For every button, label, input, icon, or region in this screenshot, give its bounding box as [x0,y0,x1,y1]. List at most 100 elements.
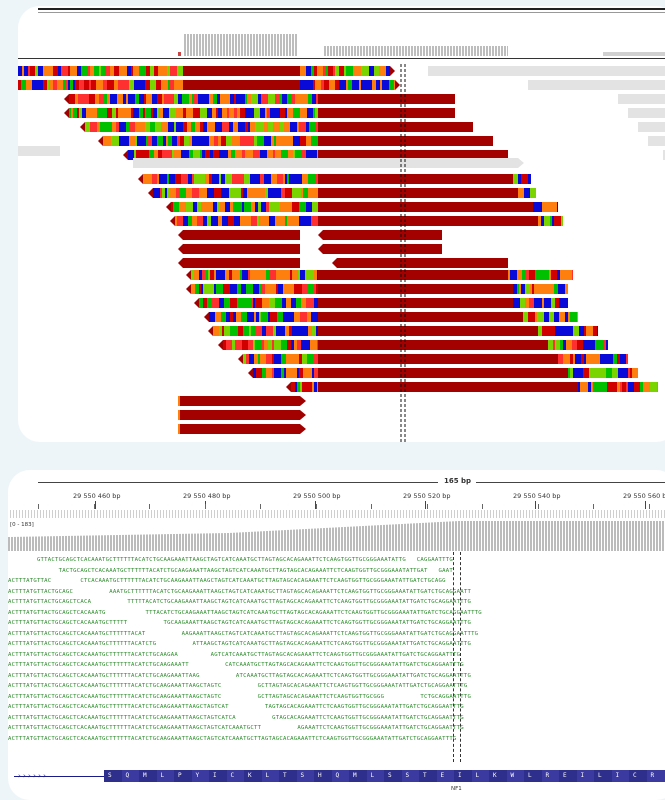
read-segment [314,270,317,280]
coverage-stripe [449,46,450,56]
read-body [318,312,523,322]
center-line-left [453,552,454,762]
read-segment [559,298,563,308]
read-segment [259,136,264,146]
read-row[interactable]: ACTTTATGTTACTGCAGCTCACAAATGCTTTTTTACAT A… [8,630,479,637]
read-body [318,382,578,392]
amino-acid-label: S [405,772,410,779]
coverage-bar [116,535,118,551]
coverage-stripe [297,34,298,56]
coverage-histogram [8,521,664,551]
read-row[interactable]: ACTTTATGTTACTGCAGCTCACAAATGCTTTTTTACATCT… [8,651,461,658]
read-segment [312,270,314,280]
read-row[interactable]: TACTGCAGCTCACAAATGCTTTTTTACATCTGCAAGAAAT… [8,567,453,574]
coverage-bar [104,535,106,551]
ruler-tick [95,501,96,509]
read-row[interactable]: ACTTTATGTTACTGCAGCTCACAAATGCTTTTTTACATCT… [8,704,464,710]
read-segment [216,284,223,294]
read-row[interactable]: ACTTTATGTTACTGCAGCTCACAAATGCTTTTT TGCAAG… [8,620,472,626]
read-segment [79,108,82,118]
read-segment [186,202,193,212]
coverage-bar [65,535,67,551]
coverage-bar [470,521,472,551]
read-segment [179,202,186,212]
read-segment [175,174,181,184]
coverage-bar [443,521,445,551]
read-row[interactable]: ACTTTATGTTAC CTCACAAATGCTTTTTTACATCTGCAA… [8,578,446,584]
read-row[interactable]: ACTTTATGTTACTGCAGCTCACAAATGCTTTTTTACATCT… [8,683,468,689]
coverage-stripe [234,34,235,56]
amino-acid-label: C [230,772,235,779]
read-row[interactable]: ACTTTATGTTACTGCAGCTCACAAATGCTTTTTTACATCT… [8,641,472,647]
read-segment [242,270,248,280]
read-segment [254,108,260,118]
read-segment [548,340,553,350]
read-segment [170,80,174,90]
read-segment [183,150,189,160]
alignment-overview-canvas[interactable] [18,6,665,442]
read-row[interactable]: ACTTTATGTTACTGCAGCTCACAAATGCTTTTTTACATCT… [8,714,464,721]
read-segment [144,94,146,104]
read-row[interactable]: ACTTTATGTTACTGCAGCTCACAAATGCTTTTTTACATCT… [8,693,472,700]
read-segment [618,368,624,378]
read-row[interactable]: ACTTTATGTTACTGCAGCTCACAAATGCTTTTTTACATCT… [8,672,472,679]
gene-track[interactable]: › › › › › › S Q M L P Y I C K L T S H Q M L S S T E I L K W L R E I… [8,770,665,784]
read-segment [287,202,292,212]
ruler-minor-tick [204,504,206,509]
read-segment [607,382,610,392]
read-segment [137,136,143,146]
read-segment [21,80,23,90]
read-segment [134,80,138,90]
coverage-bar [659,521,661,551]
coverage-bar [605,521,607,551]
read-row[interactable]: ACTTTATGTTACTGCAGCTCACAAATGCTTTTTTACATCT… [8,725,464,731]
coverage-block-3 [603,52,665,56]
coverage-bar [281,530,283,551]
read-segment [162,94,164,104]
read-segment [522,270,526,280]
read-segment [217,122,220,132]
read-segment [275,150,281,160]
coverage-bar [437,522,439,551]
read-segment [365,80,372,90]
read-row[interactable]: ACTTTATGTTACTGCAGCTCACAAATG TTTACATCTGCA… [8,609,482,616]
coverage-bar [425,522,427,551]
read-segment [606,368,612,378]
read-segment [537,202,539,212]
read-segment [592,354,597,364]
read-segment [297,368,299,378]
read-segment [234,216,240,226]
read-segment [300,270,305,280]
coverage-bar [179,533,181,551]
read-body [318,368,568,378]
read-row[interactable]: ACTTTATGTTACTGCAGCTCACAAATGCTTTTTTACATCT… [8,662,464,668]
read-row[interactable]: ACTTTATGTTACTGCAGCTCACA TTTTTACATCTGCAAG… [8,599,472,605]
read-segment [70,66,77,76]
read-row[interactable]: ACTTTATGTTACTGCAGC AAATGCTTTTTTACATCTGCA… [8,588,472,595]
read-segment [28,66,30,76]
gray-read [638,122,665,132]
amino-acid-label: K [493,772,497,779]
read-segment [95,94,97,104]
coverage-bar [473,521,475,551]
read-body [183,80,300,90]
read-segment [583,340,588,350]
read-segment [107,66,110,76]
coverage-bar [233,532,235,551]
coverage-track[interactable]: [0 - 183] [8,520,665,552]
read-arrow [332,258,337,268]
coverage-stripe [380,46,381,56]
read-segment [248,122,250,132]
read-row[interactable]: GTTACTGCAGCTCACAAATGCTTTTTTACATCTGCAAGAA… [8,557,453,563]
read-segment [96,80,103,90]
read-segment [240,136,243,146]
read-segment [300,108,307,118]
ruler-tick-label: 29 550 540 bp [513,492,561,500]
ruler[interactable]: 165 bp 29 550 460 bp 29 550 480 bp 29 550 … [8,470,665,510]
read-segment [237,298,242,308]
read-segment [285,216,287,226]
coverage-bar [539,521,541,551]
read-alignment-area[interactable]: GTTACTGCAGCTCACAAATGCTTTTTTACATCTGCAAGAA… [8,556,665,756]
read-row[interactable]: ACTTTATGTTACTGCAGCTCACAAATGCTTTTTTACATCT… [8,735,457,742]
read-segment [193,202,197,212]
